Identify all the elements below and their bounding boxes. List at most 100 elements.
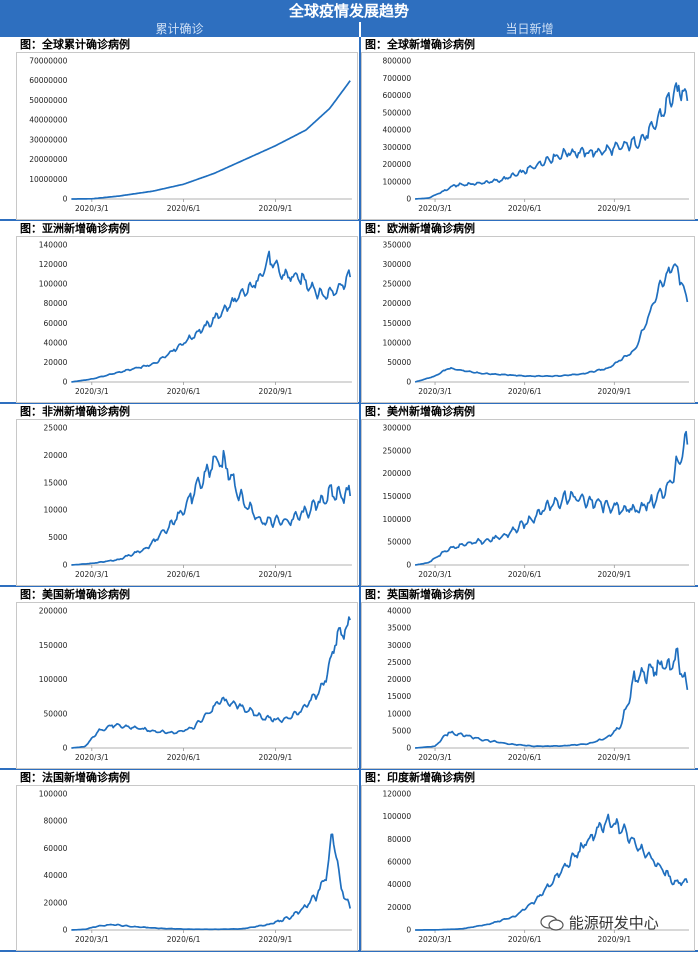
chart-title: 图：全球累计确诊病例 bbox=[20, 38, 130, 51]
y-tick-label: 30000000 bbox=[29, 135, 67, 144]
y-tick-label: 15000 bbox=[44, 478, 68, 487]
chart-title: 图：英国新增确诊病例 bbox=[365, 588, 475, 601]
y-tick-label: 800000 bbox=[382, 57, 411, 66]
series-line bbox=[414, 430, 689, 566]
chart-svg: 0 20000 40000 60000 80000 100000 120000 140000 2… bbox=[39, 241, 352, 396]
y-tick-label: 35000 bbox=[387, 624, 411, 633]
y-tick-label: 40000000 bbox=[29, 116, 67, 125]
y-tick-label: 140000 bbox=[39, 241, 68, 250]
series-line bbox=[71, 449, 352, 566]
x-tick-label: 2020/9/1 bbox=[597, 753, 631, 762]
y-tick-label: 200000 bbox=[39, 607, 68, 616]
y-tick-label: 50000 bbox=[387, 358, 411, 367]
y-tick-label: 80000 bbox=[44, 817, 68, 826]
x-tick-label: 2020/6/1 bbox=[508, 753, 542, 762]
y-tick-label: 60000 bbox=[44, 319, 68, 328]
y-tick-label: 40000 bbox=[387, 880, 411, 889]
y-tick-label: 60000000 bbox=[29, 76, 67, 85]
chart-svg: 0 50000 100000 150000 200000 250000 300000 2020… bbox=[382, 424, 690, 579]
y-tick-label: 150000 bbox=[382, 492, 411, 501]
y-tick-label: 120000 bbox=[39, 260, 68, 269]
y-tick-label: 100000 bbox=[382, 812, 411, 821]
y-tick-label: 100000 bbox=[382, 177, 411, 186]
row-divider bbox=[0, 585, 698, 587]
series-line bbox=[71, 833, 352, 931]
y-tick-label: 200000 bbox=[382, 299, 411, 308]
y-tick-label: 25000 bbox=[44, 424, 68, 433]
x-tick-label: 2020/6/1 bbox=[508, 387, 542, 396]
y-tick-label: 5000 bbox=[392, 726, 411, 735]
y-tick-label: 15000 bbox=[387, 692, 411, 701]
y-tick-label: 10000 bbox=[44, 506, 68, 515]
y-tick-label: 50000000 bbox=[29, 96, 67, 105]
y-tick-label: 10000000 bbox=[29, 175, 67, 184]
y-tick-label: 600000 bbox=[382, 91, 411, 100]
row-divider bbox=[0, 219, 698, 221]
chart-svg: 0 5000 10000 15000 20000 25000 2020/3/1 2020/6/… bbox=[44, 424, 352, 579]
chart-panel-global_new: 0 100000 200000 300000 400000 500000 600000 700… bbox=[361, 52, 695, 220]
y-tick-label: 80000 bbox=[387, 835, 411, 844]
chart-panel-europe_new: 0 50000 100000 150000 200000 250000 300000 3500… bbox=[361, 236, 695, 403]
y-tick-label: 0 bbox=[406, 744, 411, 753]
series-line bbox=[415, 813, 689, 931]
chart-panel-uk_new: 0 5000 10000 15000 20000 25000 30000 35000 40000… bbox=[361, 602, 695, 769]
y-tick-label: 20000 bbox=[387, 903, 411, 912]
column-divider bbox=[359, 37, 361, 952]
x-tick-label: 2020/6/1 bbox=[508, 204, 542, 213]
y-tick-label: 30000 bbox=[387, 641, 411, 650]
chart-svg: 0 10000000 20000000 30000000 40000000 5000000… bbox=[29, 57, 352, 213]
chart-svg: 0 50000 100000 150000 200000 2020/3/1 2020/6/1… bbox=[39, 607, 352, 762]
chart-svg: 0 20000 40000 60000 80000 100000 2020/3/1 2020/… bbox=[39, 790, 352, 944]
x-tick-label: 2020/3/1 bbox=[418, 753, 452, 762]
x-tick-label: 2020/3/1 bbox=[75, 570, 109, 579]
chart-title: 图：美国新增确诊病例 bbox=[20, 588, 130, 601]
y-tick-label: 20000 bbox=[44, 451, 68, 460]
row-divider bbox=[0, 402, 698, 404]
y-tick-label: 0 bbox=[406, 378, 411, 387]
series-line bbox=[415, 647, 689, 749]
chart-title: 图：美州新增确诊病例 bbox=[365, 405, 475, 418]
y-tick-label: 500000 bbox=[382, 108, 411, 117]
row-divider bbox=[0, 950, 698, 952]
x-tick-label: 2020/6/1 bbox=[508, 935, 542, 944]
y-tick-label: 300000 bbox=[382, 260, 411, 269]
y-tick-label: 0 bbox=[63, 378, 68, 387]
y-tick-label: 400000 bbox=[382, 126, 411, 135]
row-divider bbox=[0, 768, 698, 770]
x-tick-label: 2020/9/1 bbox=[597, 935, 631, 944]
chart-svg: 0 100000 200000 300000 400000 500000 600000 700… bbox=[382, 57, 690, 213]
y-tick-label: 300000 bbox=[382, 424, 411, 433]
chart-title: 图：非洲新增确诊病例 bbox=[20, 405, 130, 418]
chart-title: 图：全球新增确诊病例 bbox=[365, 38, 475, 51]
y-tick-label: 100000 bbox=[39, 280, 68, 289]
y-tick-label: 40000 bbox=[44, 338, 68, 347]
y-tick-label: 60000 bbox=[44, 844, 68, 853]
y-tick-label: 100000 bbox=[382, 338, 411, 347]
y-tick-label: 0 bbox=[406, 561, 411, 570]
series-line bbox=[71, 80, 351, 200]
page-title: 全球疫情发展趋势 bbox=[0, 0, 698, 22]
y-tick-label: 0 bbox=[63, 926, 68, 935]
x-tick-label: 2020/9/1 bbox=[597, 204, 631, 213]
x-tick-label: 2020/9/1 bbox=[259, 935, 293, 944]
x-tick-label: 2020/3/1 bbox=[75, 753, 109, 762]
chart-panel-india_new: 0 20000 40000 60000 80000 100000 120000 2020/3/… bbox=[361, 785, 695, 951]
chart-panel-asia_new: 0 20000 40000 60000 80000 100000 120000 140000 2… bbox=[16, 236, 358, 403]
y-tick-label: 150000 bbox=[39, 641, 68, 650]
y-tick-label: 200000 bbox=[382, 469, 411, 478]
series-line bbox=[71, 250, 352, 383]
y-tick-label: 350000 bbox=[382, 241, 411, 250]
chart-title: 图：亚洲新增确诊病例 bbox=[20, 222, 130, 235]
chart-panel-africa_new: 0 5000 10000 15000 20000 25000 2020/3/1 2020/6/… bbox=[16, 419, 358, 586]
x-tick-label: 2020/6/1 bbox=[167, 387, 201, 396]
series-line bbox=[414, 263, 689, 383]
x-tick-label: 2020/3/1 bbox=[418, 570, 452, 579]
y-tick-label: 20000 bbox=[44, 898, 68, 907]
y-tick-label: 50000 bbox=[387, 538, 411, 547]
chart-title: 图：印度新增确诊病例 bbox=[365, 771, 475, 784]
chart-svg: 0 5000 10000 15000 20000 25000 30000 35000 40000… bbox=[387, 607, 690, 762]
y-tick-label: 20000000 bbox=[29, 155, 67, 164]
x-tick-label: 2020/9/1 bbox=[597, 387, 631, 396]
y-tick-label: 20000 bbox=[44, 358, 68, 367]
y-tick-label: 200000 bbox=[382, 160, 411, 169]
